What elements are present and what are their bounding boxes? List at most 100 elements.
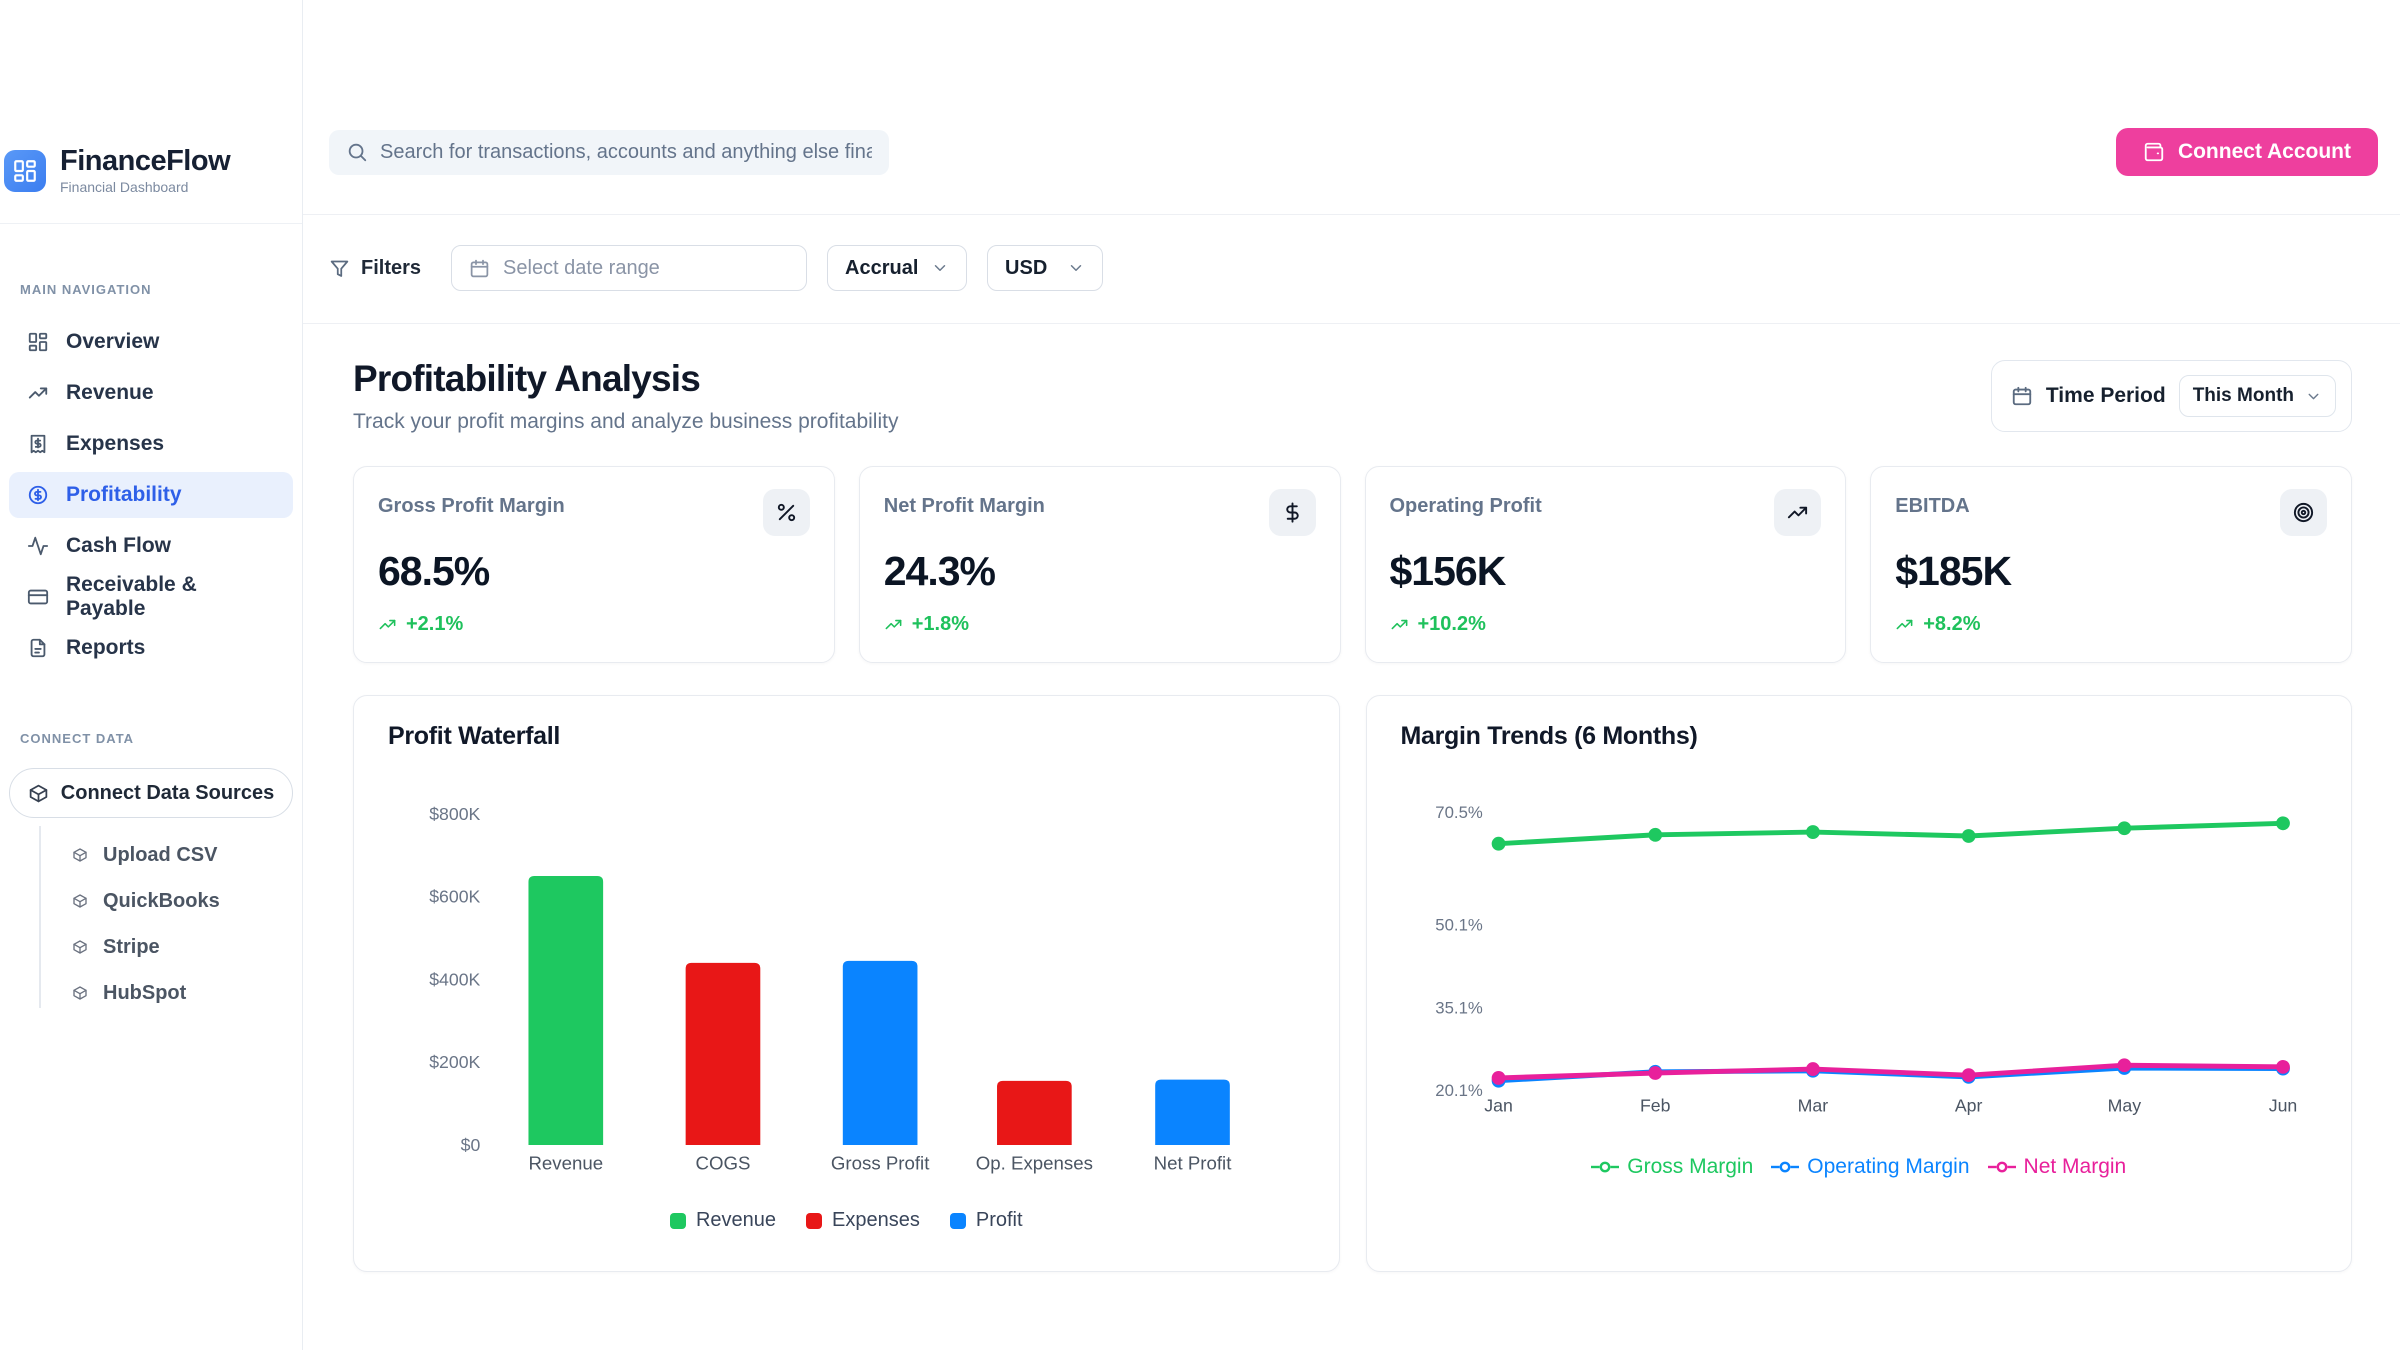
kpi-row: Gross Profit Margin 68.5% +2.1% Net Profit … (329, 466, 2376, 663)
sidebar-item-cash-flow[interactable]: Cash Flow (9, 523, 293, 569)
data-source-label: Upload CSV (103, 843, 218, 866)
kpi-label: Net Profit Margin (883, 495, 1045, 517)
bar-op-expenses (997, 1080, 1072, 1145)
page-title: Profitability Analysis (353, 358, 701, 399)
kpi-label: Gross Profit Margin (378, 495, 565, 517)
x-axis-label: Gross Profit (831, 1153, 930, 1174)
filters-button[interactable]: Filters (329, 257, 421, 280)
search-input[interactable] (380, 140, 872, 164)
point-net-margin (1647, 1066, 1662, 1080)
currency-value: USD (1005, 256, 1048, 279)
profit-waterfall-card: Profit Waterfall $0 $200K $400K $600K $800K R… (353, 695, 1340, 1272)
point-gross-margin (2275, 816, 2290, 831)
package-icon (72, 985, 88, 1001)
trending-up-icon (378, 615, 397, 634)
kpi-card-ebitda: EBITDA $185K +8.2% (1870, 466, 2352, 663)
kpi-change-value: +1.8% (911, 613, 970, 635)
sidebar-item-label: Reports (66, 636, 146, 660)
kpi-change-value: +2.1% (406, 613, 464, 635)
legend-swatch (949, 1212, 966, 1229)
time-period-select[interactable]: This Month (2178, 375, 2336, 417)
data-source-hubspot[interactable]: HubSpot (0, 970, 302, 1016)
legend-label: Expenses (832, 1209, 920, 1232)
y-axis-tick: $0 (461, 1135, 481, 1155)
page-subtitle: Track your profit margins and analyze bu… (353, 410, 899, 433)
sidebar-item-revenue[interactable]: Revenue (9, 370, 293, 416)
bar-gross-profit (842, 960, 918, 1145)
currency-select[interactable]: USD (987, 245, 1104, 291)
point-gross-margin (1491, 836, 1505, 851)
kpi-change: +2.1% (378, 613, 810, 636)
data-source-label: QuickBooks (103, 889, 220, 912)
date-range-field[interactable] (451, 245, 808, 291)
connect-account-button[interactable]: Connect Account (2115, 128, 2378, 176)
kpi-change: +8.2% (1895, 613, 2327, 636)
accounting-basis-value: Accrual (845, 256, 919, 279)
sidebar-item-overview[interactable]: Overview (9, 319, 293, 365)
legend-item-profit: Profit (949, 1209, 1023, 1232)
package-icon (28, 783, 49, 804)
x-axis-label: Jun (2268, 1096, 2297, 1116)
trending-up-icon (1774, 489, 1822, 536)
y-axis-tick: 35.1% (1435, 998, 1483, 1017)
data-source-upload-csv[interactable]: Upload CSV (0, 832, 302, 878)
finance-flow-logo-icon (4, 149, 46, 192)
file-text-icon (27, 637, 49, 659)
kpi-top: Gross Profit Margin (378, 489, 810, 536)
x-axis-label: Revenue (528, 1153, 603, 1174)
sidebar-item-receivable-payable[interactable]: Receivable & Payable (9, 573, 293, 620)
target-icon (2280, 489, 2327, 536)
kpi-value: $156K (1389, 548, 1507, 594)
kpi-change: +10.2% (1390, 613, 1822, 636)
x-axis-label: Op. Expenses (976, 1153, 1093, 1174)
brand-header: FinanceFlow Financial Dashboard (0, 0, 302, 225)
package-icon (72, 847, 88, 863)
margin-trends-legend: Gross Margin Operating Margin Net Margin (1401, 1155, 2318, 1179)
y-axis-tick: $200K (429, 1052, 480, 1072)
sidebar-item-reports[interactable]: Reports (9, 625, 293, 671)
point-net-margin (2116, 1058, 2131, 1073)
point-net-margin (1961, 1068, 1976, 1083)
calendar-icon (469, 258, 490, 279)
legend-item-operating-margin: Operating Margin (1771, 1155, 1970, 1179)
search-icon (346, 141, 368, 163)
point-net-margin (1805, 1062, 1820, 1076)
connect-data-sources-button[interactable]: Connect Data Sources (9, 768, 293, 819)
kpi-label: Operating Profit (1389, 495, 1542, 517)
sidebar-nav: Overview Revenue Expenses Profitability Cash… (0, 319, 302, 671)
legend-item-expenses: Expenses (806, 1209, 920, 1232)
layout-dashboard-icon (27, 331, 49, 353)
margin-trends-title: Margin Trends (6 Months) (1400, 722, 1698, 750)
trending-up-icon (27, 382, 49, 404)
package-icon (72, 893, 88, 909)
accounting-basis-select[interactable]: Accrual (827, 245, 968, 291)
x-axis-label: Apr (1954, 1096, 1982, 1116)
global-search[interactable] (329, 129, 889, 175)
credit-card-icon (27, 586, 49, 608)
kpi-value: $185K (1895, 548, 2012, 594)
x-axis-label: Mar (1797, 1096, 1828, 1116)
kpi-value: 68.5% (378, 548, 490, 594)
date-range-input[interactable] (503, 256, 790, 280)
trending-up-icon (1895, 615, 1914, 634)
sidebar-item-profitability[interactable]: Profitability (9, 472, 293, 519)
legend-label: Revenue (695, 1209, 777, 1232)
page-header: Profitability Analysis Track your profit… (329, 358, 2376, 434)
y-axis-tick: $600K (429, 887, 480, 907)
legend-item-gross-margin: Gross Margin (1591, 1155, 1753, 1179)
data-source-stripe[interactable]: Stripe (0, 924, 302, 970)
topbar: Connect Account (303, 0, 2400, 215)
filter-bar: Filters Accrual USD (303, 215, 2400, 324)
legend-label: Profit (975, 1209, 1023, 1232)
filters-label: Filters (361, 256, 422, 279)
kpi-top: Operating Profit (1390, 489, 1822, 536)
data-source-quickbooks[interactable]: QuickBooks (0, 878, 302, 924)
y-axis-tick: 50.1% (1435, 916, 1483, 935)
line-gross-margin (1495, 820, 2285, 847)
bar-net-profit (1155, 1079, 1230, 1145)
page-title-block: Profitability Analysis Track your profit… (353, 358, 898, 434)
connect-account-label: Connect Account (2177, 140, 2351, 163)
sidebar-item-expenses[interactable]: Expenses (9, 421, 293, 467)
kpi-value: 24.3% (883, 548, 996, 594)
package-icon (72, 939, 88, 955)
